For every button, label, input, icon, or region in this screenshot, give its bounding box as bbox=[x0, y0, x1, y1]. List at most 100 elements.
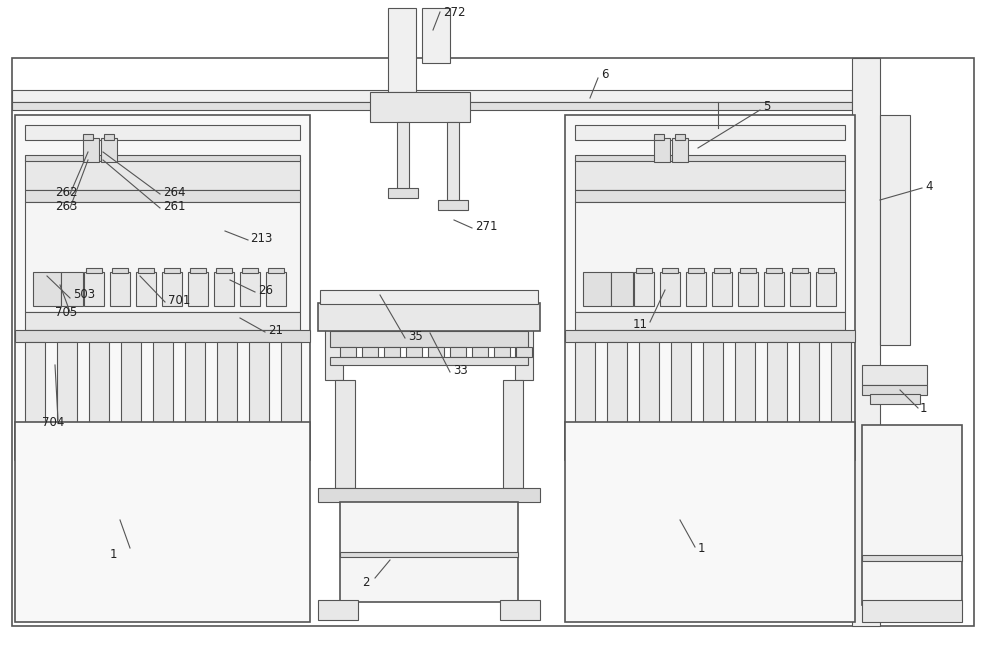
Bar bbox=[190, 268, 206, 273]
Bar bbox=[575, 125, 845, 140]
Bar bbox=[438, 200, 468, 210]
Text: 263: 263 bbox=[55, 201, 77, 213]
Bar bbox=[25, 312, 300, 330]
Text: 701: 701 bbox=[168, 293, 190, 306]
Bar bbox=[318, 600, 358, 620]
Bar bbox=[266, 272, 286, 306]
Bar bbox=[84, 272, 104, 306]
Bar bbox=[397, 122, 409, 190]
Bar bbox=[575, 342, 595, 422]
Bar bbox=[735, 342, 755, 422]
Bar bbox=[25, 202, 300, 312]
Bar bbox=[335, 380, 355, 488]
Bar bbox=[25, 190, 300, 202]
Bar bbox=[503, 380, 523, 488]
Bar bbox=[818, 268, 834, 273]
Bar bbox=[447, 122, 459, 202]
Bar bbox=[712, 272, 732, 306]
Text: 1: 1 bbox=[698, 542, 706, 555]
Bar bbox=[738, 272, 758, 306]
Bar bbox=[575, 202, 845, 312]
Bar bbox=[25, 342, 45, 422]
Bar bbox=[86, 268, 102, 273]
Ellipse shape bbox=[421, 212, 465, 228]
Ellipse shape bbox=[198, 223, 242, 239]
Bar bbox=[216, 268, 232, 273]
Bar bbox=[138, 268, 154, 273]
Bar bbox=[362, 347, 378, 357]
Bar bbox=[639, 342, 659, 422]
Bar bbox=[675, 134, 685, 140]
Bar bbox=[422, 8, 450, 63]
Bar bbox=[575, 160, 845, 190]
Bar bbox=[852, 58, 880, 626]
Bar bbox=[790, 272, 810, 306]
Text: 35: 35 bbox=[408, 330, 423, 342]
Bar bbox=[450, 347, 466, 357]
Text: 2: 2 bbox=[362, 577, 370, 590]
Bar bbox=[862, 600, 962, 622]
Bar bbox=[516, 347, 532, 357]
Bar bbox=[330, 357, 528, 365]
Bar bbox=[862, 555, 962, 561]
Bar bbox=[25, 125, 300, 140]
Bar bbox=[671, 342, 691, 422]
Bar bbox=[153, 342, 173, 422]
Bar bbox=[340, 552, 518, 557]
Bar bbox=[575, 155, 845, 161]
Bar bbox=[764, 272, 784, 306]
Bar bbox=[472, 347, 488, 357]
Bar bbox=[320, 290, 538, 304]
Bar bbox=[870, 394, 920, 404]
Bar bbox=[862, 385, 927, 395]
Bar bbox=[766, 268, 782, 273]
Bar bbox=[740, 268, 756, 273]
Bar bbox=[330, 331, 528, 347]
Bar bbox=[110, 272, 130, 306]
Bar bbox=[611, 272, 633, 306]
Bar bbox=[816, 272, 836, 306]
Bar bbox=[15, 115, 310, 460]
Text: 272: 272 bbox=[443, 6, 466, 19]
Bar bbox=[340, 347, 356, 357]
Text: 5: 5 bbox=[763, 101, 770, 114]
Bar bbox=[318, 303, 540, 331]
Bar bbox=[799, 342, 819, 422]
Bar bbox=[831, 342, 851, 422]
Text: 705: 705 bbox=[55, 306, 77, 319]
Text: 213: 213 bbox=[250, 232, 272, 244]
Bar bbox=[281, 342, 301, 422]
Bar bbox=[83, 134, 93, 140]
Bar bbox=[565, 422, 855, 622]
Bar bbox=[500, 600, 540, 620]
Text: 261: 261 bbox=[163, 201, 186, 213]
Bar bbox=[104, 134, 114, 140]
Bar bbox=[703, 342, 723, 422]
Bar bbox=[862, 365, 927, 385]
Bar bbox=[688, 268, 704, 273]
Bar bbox=[121, 342, 141, 422]
Bar bbox=[12, 90, 852, 102]
Bar bbox=[428, 347, 444, 357]
Bar bbox=[672, 138, 688, 162]
Bar bbox=[25, 155, 300, 161]
Bar bbox=[240, 272, 260, 306]
Text: 21: 21 bbox=[268, 324, 283, 337]
Bar bbox=[634, 272, 654, 306]
Text: 1: 1 bbox=[110, 548, 118, 562]
Bar bbox=[714, 268, 730, 273]
Bar bbox=[792, 268, 808, 273]
Bar bbox=[767, 342, 787, 422]
Bar bbox=[25, 160, 300, 190]
Bar bbox=[249, 342, 269, 422]
Bar bbox=[660, 272, 680, 306]
Bar bbox=[565, 330, 855, 342]
Text: 503: 503 bbox=[73, 288, 95, 301]
Bar bbox=[61, 272, 83, 306]
Bar bbox=[862, 425, 962, 605]
Bar bbox=[583, 272, 611, 306]
Bar bbox=[83, 138, 99, 162]
Bar bbox=[686, 272, 706, 306]
Bar bbox=[112, 268, 128, 273]
Bar bbox=[515, 330, 533, 380]
